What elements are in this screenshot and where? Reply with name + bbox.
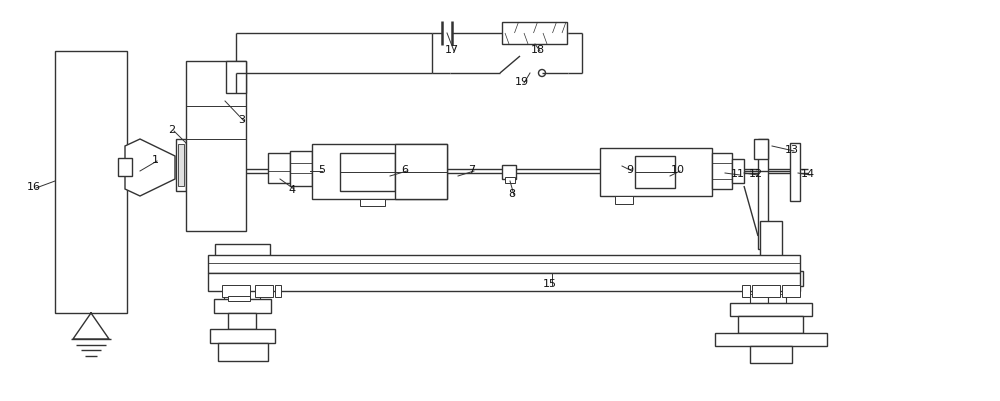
Bar <box>214 299 271 313</box>
Bar <box>758 140 768 249</box>
Bar <box>176 140 186 192</box>
Bar <box>502 23 567 45</box>
Bar <box>502 166 516 180</box>
Bar <box>312 145 447 200</box>
Bar <box>715 333 827 346</box>
Bar <box>55 52 127 313</box>
Text: 18: 18 <box>531 45 545 55</box>
Bar <box>218 343 268 361</box>
Bar <box>750 346 792 363</box>
Bar <box>228 296 250 301</box>
Text: 5: 5 <box>318 164 326 174</box>
Bar <box>290 152 312 186</box>
Bar <box>208 255 800 273</box>
Bar <box>224 282 242 299</box>
Text: 10: 10 <box>671 164 685 174</box>
Bar <box>754 140 768 160</box>
Bar <box>730 303 812 316</box>
Bar <box>738 271 803 286</box>
Bar <box>600 149 712 196</box>
Text: 16: 16 <box>27 182 41 192</box>
Bar <box>615 196 633 205</box>
Text: 19: 19 <box>515 77 529 87</box>
Text: 1: 1 <box>152 155 158 164</box>
Text: 14: 14 <box>801 168 815 178</box>
Bar <box>210 329 275 343</box>
Text: 2: 2 <box>168 125 176 135</box>
Text: 3: 3 <box>239 115 246 125</box>
Bar <box>340 154 395 192</box>
Bar <box>738 316 803 333</box>
Bar <box>712 154 732 190</box>
Bar <box>242 282 260 299</box>
Bar <box>635 157 675 188</box>
Bar <box>768 286 786 303</box>
Bar <box>505 178 515 184</box>
Bar <box>186 62 246 231</box>
Text: 13: 13 <box>785 145 799 155</box>
Bar <box>268 154 290 184</box>
Text: 11: 11 <box>731 168 745 178</box>
Bar <box>178 145 184 186</box>
Bar <box>750 286 768 303</box>
Bar <box>732 160 744 184</box>
Bar <box>275 285 281 297</box>
Bar <box>752 285 780 297</box>
Bar <box>742 285 750 297</box>
Text: 6: 6 <box>402 164 409 174</box>
Bar <box>208 273 800 291</box>
Text: 17: 17 <box>445 45 459 55</box>
Bar <box>395 145 447 200</box>
Text: 4: 4 <box>288 184 296 194</box>
Text: 7: 7 <box>468 164 476 174</box>
Bar <box>360 200 385 207</box>
Text: 12: 12 <box>749 168 763 178</box>
Bar <box>790 144 800 201</box>
Bar <box>222 285 250 297</box>
Text: 9: 9 <box>626 164 634 174</box>
Bar <box>215 244 270 286</box>
Bar <box>782 285 800 297</box>
Bar <box>228 313 256 329</box>
Bar <box>760 221 782 273</box>
Text: 8: 8 <box>508 188 516 198</box>
Bar <box>226 62 246 94</box>
Bar <box>118 159 132 176</box>
Bar <box>255 285 273 297</box>
Polygon shape <box>125 140 175 196</box>
Text: 15: 15 <box>543 278 557 288</box>
